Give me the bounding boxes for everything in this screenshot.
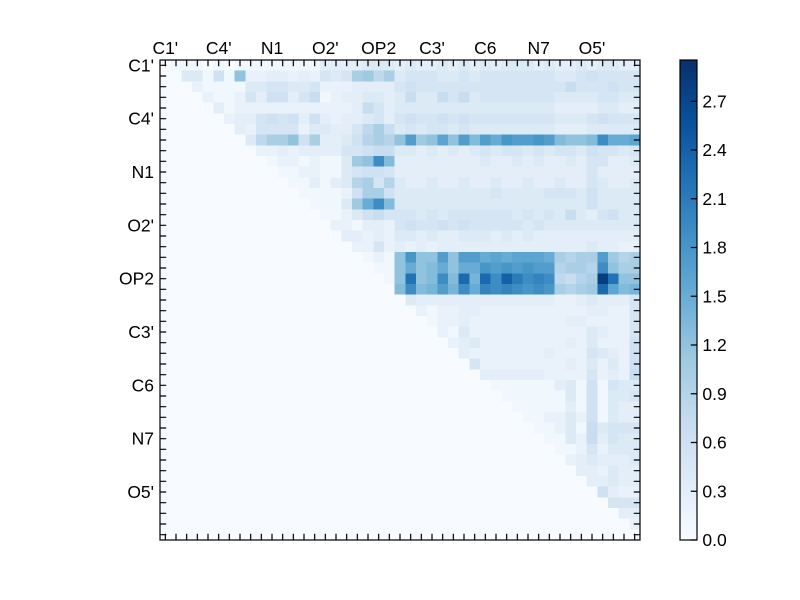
svg-text:C3': C3': [419, 38, 445, 58]
svg-text:2.4: 2.4: [702, 140, 727, 160]
svg-text:N7: N7: [132, 429, 154, 449]
svg-text:C4': C4': [128, 109, 154, 129]
svg-text:0.6: 0.6: [702, 433, 726, 453]
svg-text:O5': O5': [579, 38, 606, 58]
svg-text:O5': O5': [127, 482, 154, 502]
svg-text:C1': C1': [128, 55, 154, 75]
svg-text:C4': C4': [206, 38, 232, 58]
svg-text:1.8: 1.8: [702, 238, 726, 258]
svg-text:O2': O2': [312, 38, 339, 58]
svg-text:OP2: OP2: [361, 38, 396, 58]
svg-text:0.3: 0.3: [702, 481, 726, 501]
svg-text:C6: C6: [132, 375, 154, 395]
svg-text:N1: N1: [261, 38, 283, 58]
svg-text:0.9: 0.9: [702, 384, 726, 404]
svg-text:N1: N1: [132, 162, 154, 182]
svg-text:C1': C1': [152, 38, 178, 58]
svg-text:0.0: 0.0: [702, 530, 727, 550]
svg-text:C3': C3': [128, 322, 154, 342]
svg-text:N7: N7: [528, 38, 550, 58]
svg-text:OP2: OP2: [119, 269, 154, 289]
svg-text:1.2: 1.2: [702, 335, 726, 355]
svg-text:1.5: 1.5: [702, 286, 726, 306]
svg-text:2.7: 2.7: [702, 91, 726, 111]
svg-text:O2': O2': [127, 215, 154, 235]
svg-text:2.1: 2.1: [702, 189, 726, 209]
svg-text:C6: C6: [474, 38, 496, 58]
